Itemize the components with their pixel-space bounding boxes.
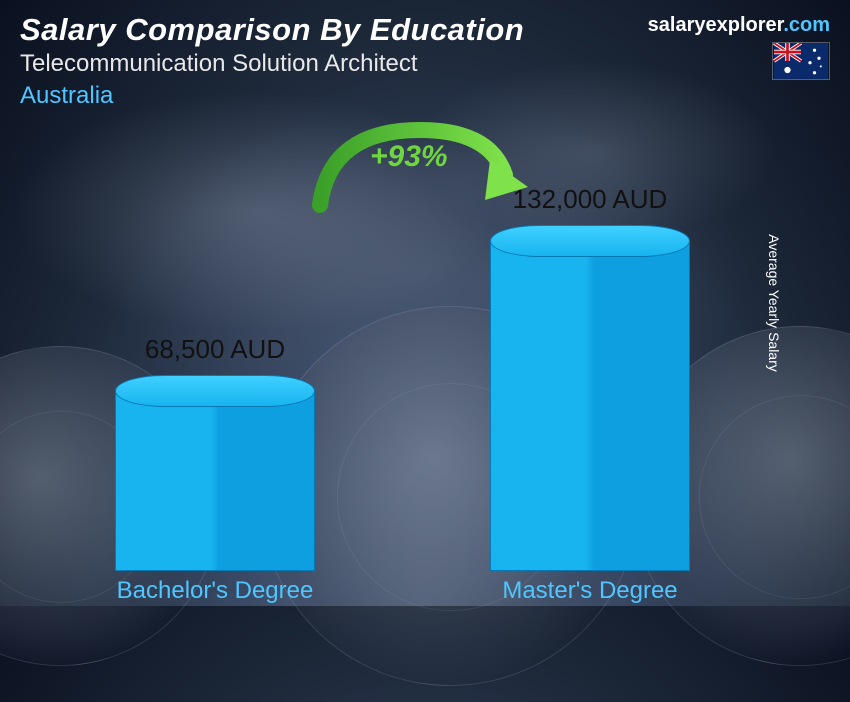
chart-area: +93% 68,500 AUD Bachelor's Degree 132,00… [0,125,850,606]
brand-tld: .com [783,14,830,36]
bar-top [115,375,315,407]
flag-icon [772,42,830,80]
header: Salary Comparison By Education Telecommu… [0,0,850,110]
bar-category-label: Master's Degree [440,577,740,605]
bar-value-label: 68,500 AUD [65,334,365,365]
bar-category-label: Bachelor's Degree [65,577,365,605]
brand-name: salaryexplorer [648,14,784,36]
country-label: Australia [20,82,830,110]
page-subtitle: Telecommunication Solution Architect [20,50,830,78]
increase-arrow-icon [300,115,540,235]
bar-bachelor: 68,500 AUD Bachelor's Degree [115,391,315,571]
bar-body [490,241,690,571]
increase-badge: +93% [370,140,448,174]
bar-body [115,391,315,571]
brand-label: salaryexplorer.com [648,14,830,37]
bar-master: 132,000 AUD Master's Degree [490,241,690,571]
